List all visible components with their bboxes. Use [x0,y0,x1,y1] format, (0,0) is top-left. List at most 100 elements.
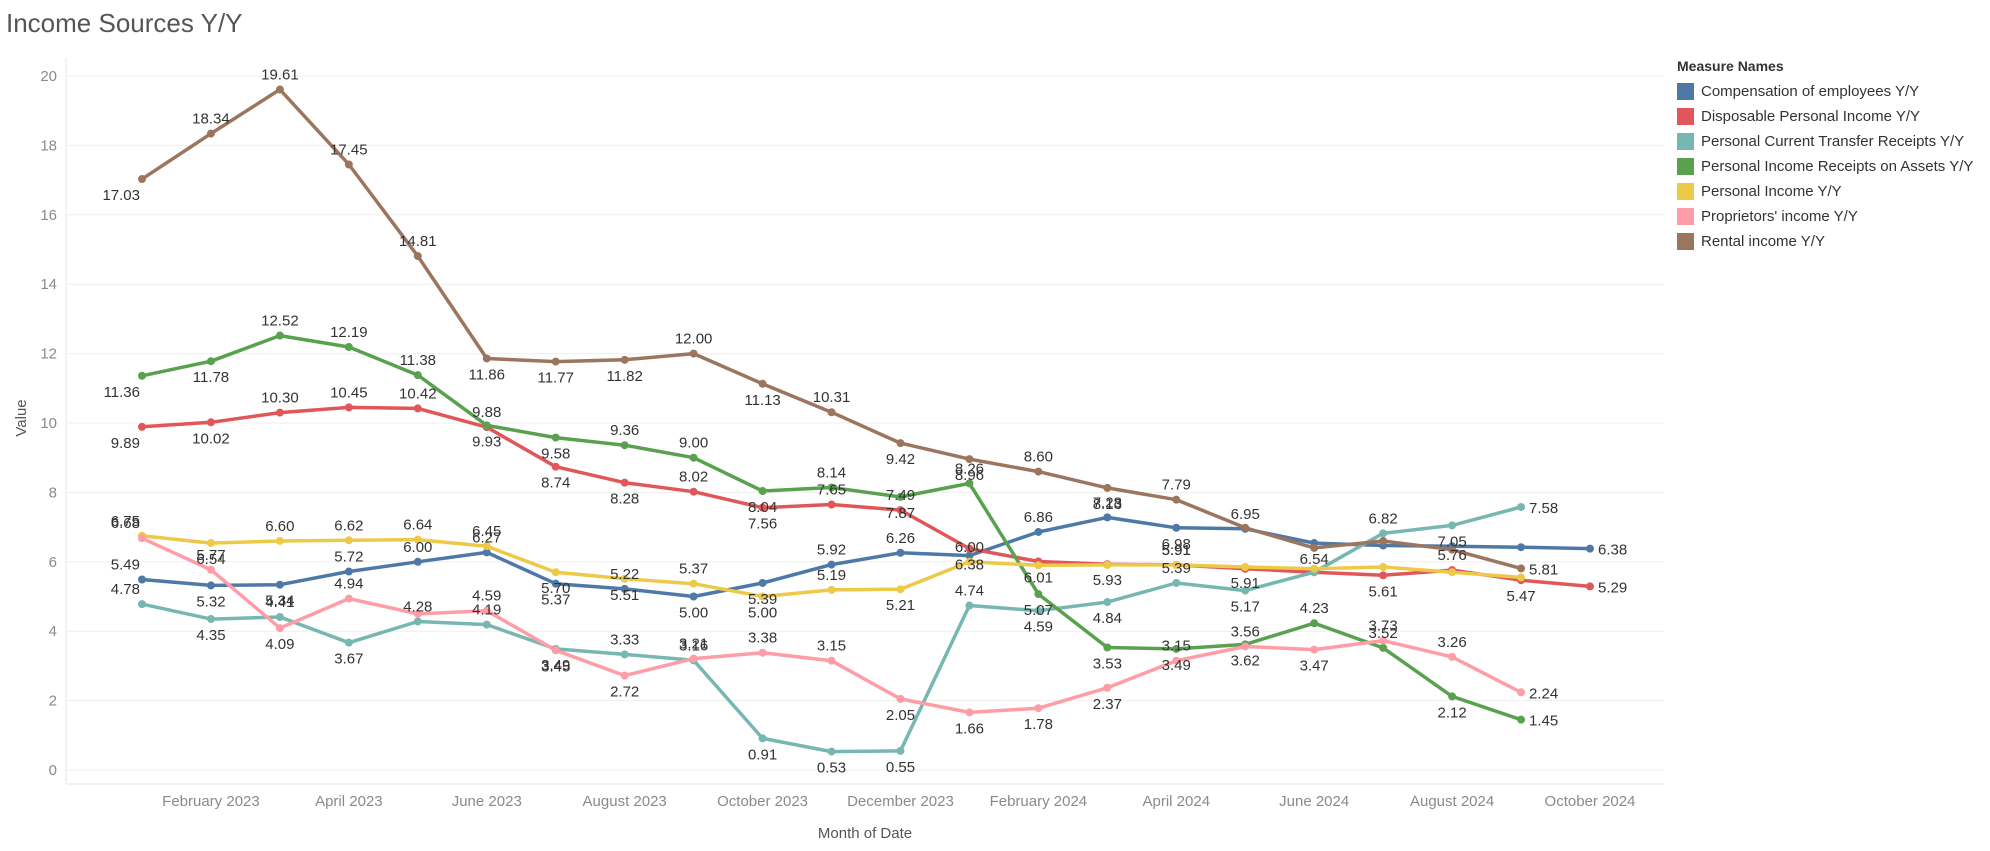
legend-item[interactable]: Personal Current Transfer Receipts Y/Y [1677,129,1973,154]
data-point [1448,521,1457,530]
data-point [1034,561,1043,570]
y-tick-label: 18 [40,137,57,154]
data-label: 6.86 [1024,509,1053,526]
data-point [275,580,284,589]
x-tick-label: February 2023 [162,793,260,810]
data-point [206,565,215,574]
data-label: 2.37 [1093,696,1122,713]
data-point [965,551,974,560]
data-label: 5.70 [541,580,570,597]
data-label: 5.39 [1162,560,1191,577]
legend-label: Proprietors' income Y/Y [1701,208,1858,225]
data-point [1586,582,1594,591]
data-label: 6.01 [1024,569,1053,586]
data-label: 8.96 [955,467,984,484]
data-point [344,567,353,576]
data-label: 5.19 [817,567,846,584]
data-label: 3.56 [1231,623,1260,640]
series-line-1 [141,405,1591,589]
data-point [413,535,422,544]
legend-item[interactable]: Proprietors' income Y/Y [1677,204,1973,229]
data-label: 11.86 [469,366,505,383]
data-label: 2.05 [886,707,915,724]
data-point [758,734,767,743]
data-labels: 5.495.32 5.345.726.006.275.375.225.005.39… [102,67,1627,777]
data-label: 8.60 [1024,449,1053,466]
data-label: 3.15 [1162,638,1191,655]
data-label: 5.21 [886,597,915,614]
x-tick-label: August 2023 [583,793,667,810]
data-label: 9.42 [886,451,915,468]
data-point [344,536,353,545]
data-label: 7.79 [1162,477,1191,494]
x-tick-label: October 2024 [1545,793,1636,810]
data-label: 9.58 [541,446,570,463]
data-label: 3.38 [748,630,777,647]
data-point [344,343,353,352]
data-point [1103,483,1112,492]
x-tick-label: June 2023 [452,793,522,810]
data-point [206,357,215,366]
data-label: 3.47 [1300,658,1329,675]
data-point [551,357,560,366]
data-point [827,560,836,569]
data-point [965,557,974,566]
data-label: 8.26 [955,460,984,477]
data-point [1517,502,1526,511]
data-point [689,453,698,462]
data-point [482,421,491,430]
legend-item[interactable]: Personal Income Receipts on Assets Y/Y [1677,154,1973,179]
data-label: 6.38 [955,557,984,574]
legend-label: Personal Income Y/Y [1701,183,1842,200]
data-label: 5.91 [1162,542,1191,559]
legend-swatch [1677,133,1694,150]
data-point [1517,715,1526,724]
legend-item[interactable]: Rental income Y/Y [1677,229,1973,254]
legend-item[interactable]: Disposable Personal Income Y/Y [1677,104,1973,129]
data-label: 6.75 [111,513,140,530]
legend-item[interactable]: Compensation of employees Y/Y [1677,79,1973,104]
data-point [1103,598,1112,607]
data-label: 8.28 [610,491,639,508]
data-label: 11.82 [606,368,642,385]
x-tick-label: June 2024 [1279,793,1349,810]
data-label: 4.09 [265,636,294,653]
data-point [1034,590,1043,599]
data-label: 5.29 [1598,579,1627,596]
data-label: 8.04 [748,499,777,516]
data-label: 9.89 [111,435,140,452]
data-label: 12.00 [675,331,713,348]
data-point [206,418,215,427]
data-point [344,403,353,412]
data-point [1379,536,1388,545]
data-label: 5.91 [1162,542,1191,559]
data-label: 5.17 [1231,599,1260,616]
data-point [1034,704,1043,713]
data-label: 6.95 [1231,506,1260,523]
y-tick-label: 10 [40,415,57,432]
data-point [1241,563,1250,572]
data-label: 0.55 [886,759,915,776]
data-point [689,487,698,496]
data-label: 19.61 [261,67,299,84]
data-label: 4.35 [196,627,225,644]
legend-item[interactable]: Personal Income Y/Y [1677,179,1973,204]
data-label: 4.78 [111,581,140,598]
data-point [827,585,836,594]
data-point [758,648,767,657]
data-point [689,349,698,358]
data-point [413,617,422,626]
data-point [827,747,836,756]
data-point [758,592,767,601]
data-point [1586,544,1594,553]
data-point [1379,571,1388,580]
data-label: 3.16 [679,637,708,654]
data-point [1448,545,1457,554]
data-label: 3.33 [610,631,639,648]
data-point [1241,586,1250,595]
data-point [1310,619,1319,628]
x-tick-label: February 2024 [990,793,1088,810]
data-label: 6.62 [334,517,363,534]
legend: Measure Names Compensation of employees … [1677,58,1973,254]
